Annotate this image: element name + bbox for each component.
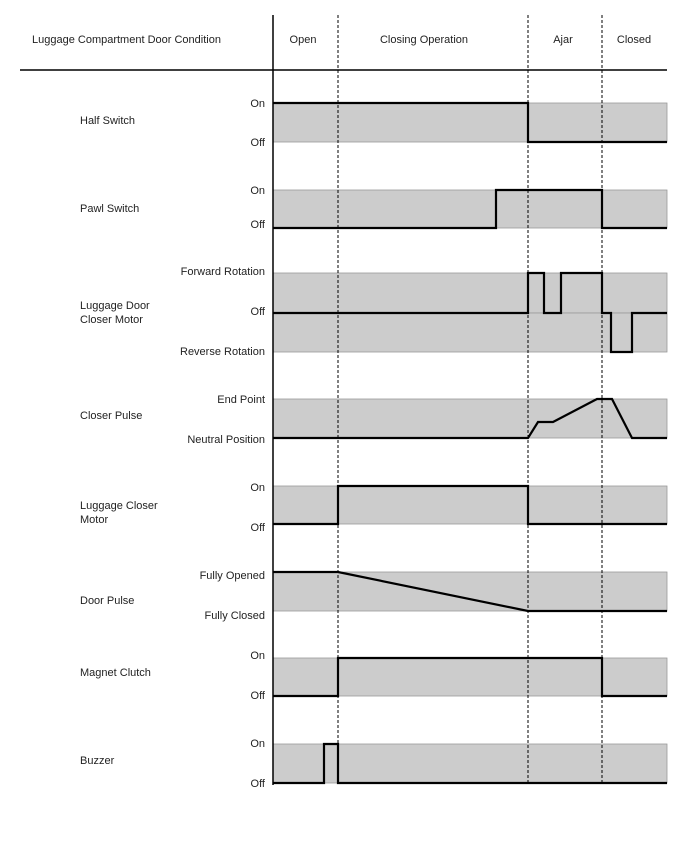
phase-label-open: Open <box>290 34 317 46</box>
waveform <box>273 271 667 354</box>
level-label: Off <box>251 690 266 702</box>
waveform <box>273 484 667 526</box>
level-label: On <box>250 482 265 494</box>
signal-name: Luggage Door Closer Motor <box>80 300 150 326</box>
signal-band <box>272 312 668 353</box>
waveform <box>273 742 667 785</box>
signal-name: Door Pulse <box>80 595 134 607</box>
signal-band <box>272 189 668 229</box>
level-label: On <box>250 650 265 662</box>
signal-name: Half Switch <box>80 115 135 127</box>
level-label: On <box>250 98 265 110</box>
waveform <box>273 397 667 440</box>
waveform <box>273 101 667 144</box>
signal-name: Buzzer <box>80 755 115 767</box>
level-label: Off <box>251 522 266 534</box>
level-label: Off <box>251 778 266 790</box>
level-label: On <box>250 738 265 750</box>
level-label: On <box>250 185 265 197</box>
level-label: Neutral Position <box>187 434 265 446</box>
phase-label-closing-operation: Closing Operation <box>380 34 468 46</box>
waveform <box>273 656 667 698</box>
signal-band <box>272 485 668 525</box>
signal-name: Closer Pulse <box>80 410 142 422</box>
level-label: Fully Closed <box>204 610 265 622</box>
level-label: Off <box>251 306 266 318</box>
level-label: Forward Rotation <box>181 266 265 278</box>
phase-label-ajar: Ajar <box>553 34 573 46</box>
level-label: Reverse Rotation <box>180 346 265 358</box>
signal-band <box>272 398 668 439</box>
signal-name: Magnet Clutch <box>80 667 151 679</box>
signal-name: Luggage Closer Motor <box>80 500 158 526</box>
signal-band <box>272 272 668 314</box>
waveform <box>273 570 667 613</box>
phase-label-closed: Closed <box>617 34 651 46</box>
waveform <box>273 188 667 230</box>
header-title: Luggage Compartment Door Condition <box>32 34 221 46</box>
signal-name: Pawl Switch <box>80 203 139 215</box>
level-label: Off <box>251 219 266 231</box>
signal-band <box>272 657 668 697</box>
level-label: End Point <box>217 394 265 406</box>
signal-band <box>272 743 668 784</box>
signal-band <box>272 571 668 612</box>
level-label: Fully Opened <box>200 570 265 582</box>
level-label: Off <box>251 137 266 149</box>
signal-band <box>272 102 668 143</box>
